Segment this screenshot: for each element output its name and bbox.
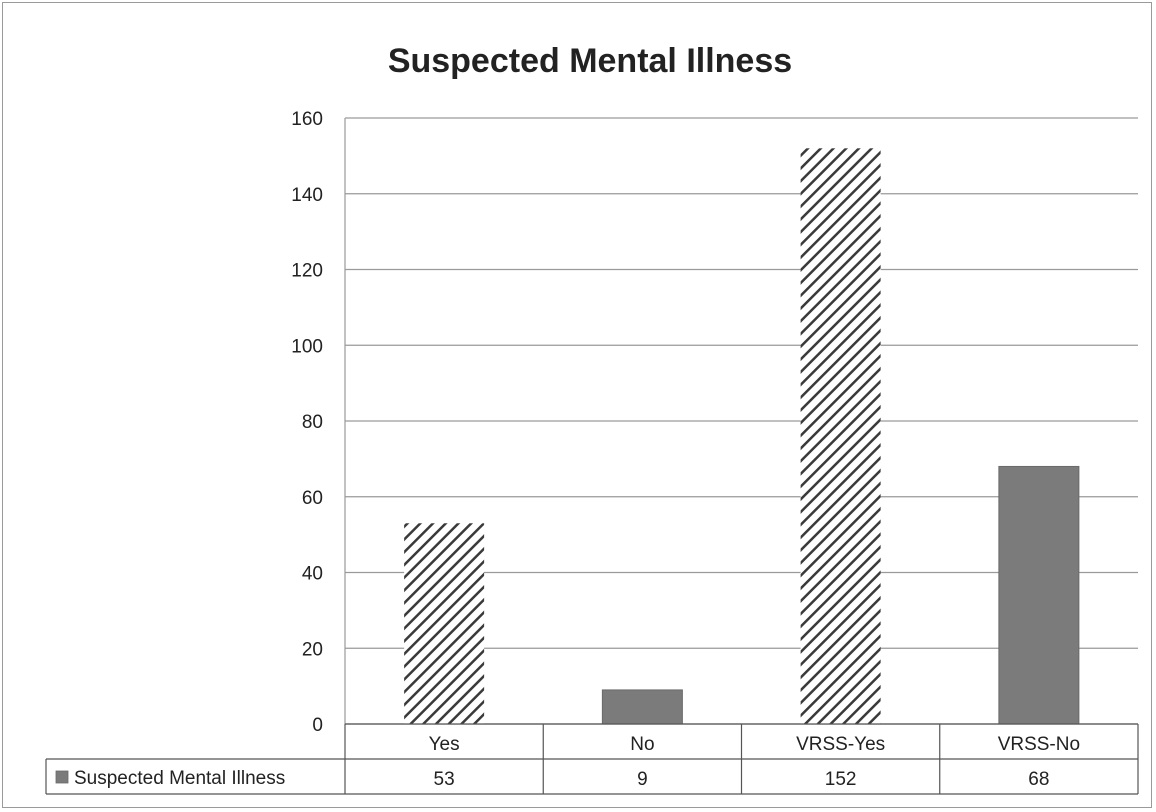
y-tick-label: 20 [302,639,323,660]
x-category-label: Yes [429,734,460,755]
bar-yes [404,523,485,724]
y-axis-ticks: 0 20 40 60 80 100 120 140 160 [291,109,323,736]
y-tick-label: 60 [302,488,323,509]
y-tick-label: 0 [312,715,323,736]
data-value-label: 53 [434,769,455,790]
y-tick-label: 160 [291,109,323,130]
data-value-label: 68 [1028,769,1049,790]
y-tick-label: 140 [291,185,323,206]
x-category-label: VRSS-No [998,734,1080,755]
chart-title: Suspected Mental Illness [388,42,792,80]
y-tick-label: 80 [302,412,323,433]
y-tick-label: 120 [291,261,323,282]
bars [404,148,1080,725]
data-value-label: 152 [825,769,857,790]
data-table: Yes No VRSS-Yes VRSS-No Suspected Mental Ill… [45,723,1139,795]
bar-vrss-no [998,465,1080,725]
bar-vrss-yes [800,148,881,725]
x-category-label: VRSS-Yes [796,734,885,755]
y-tick-label: 100 [291,336,323,357]
y-tick-label: 40 [302,564,323,585]
x-category-label: No [630,734,654,755]
legend-key [55,770,69,784]
bar-no [601,689,683,725]
legend-series-name: Suspected Mental Illness [74,768,285,789]
data-value-label: 9 [637,769,648,790]
